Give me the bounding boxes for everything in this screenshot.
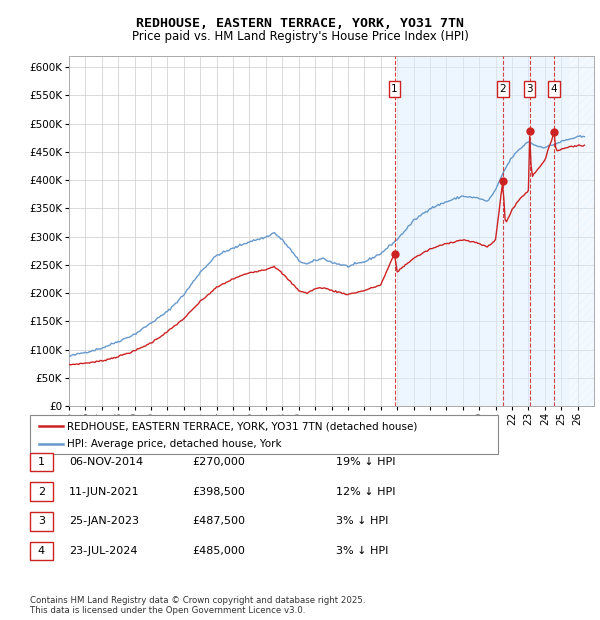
Bar: [397, 56, 569, 406]
Text: £270,000: £270,000: [192, 457, 245, 467]
Text: 4: 4: [551, 84, 557, 94]
Text: 23-JUL-2024: 23-JUL-2024: [69, 546, 137, 556]
Text: £485,000: £485,000: [192, 546, 245, 556]
Text: 3: 3: [526, 84, 533, 94]
Text: 4: 4: [38, 546, 45, 556]
Text: 11-JUN-2021: 11-JUN-2021: [69, 487, 140, 497]
Text: 3% ↓ HPI: 3% ↓ HPI: [336, 546, 388, 556]
Text: 3% ↓ HPI: 3% ↓ HPI: [336, 516, 388, 526]
Bar: [569, 56, 600, 406]
Text: REDHOUSE, EASTERN TERRACE, YORK, YO31 7TN: REDHOUSE, EASTERN TERRACE, YORK, YO31 7T…: [136, 17, 464, 30]
Text: £398,500: £398,500: [192, 487, 245, 497]
Text: Price paid vs. HM Land Registry's House Price Index (HPI): Price paid vs. HM Land Registry's House …: [131, 30, 469, 43]
Text: 2: 2: [38, 487, 45, 497]
Text: 3: 3: [38, 516, 45, 526]
Text: REDHOUSE, EASTERN TERRACE, YORK, YO31 7TN (detached house): REDHOUSE, EASTERN TERRACE, YORK, YO31 7T…: [67, 421, 418, 431]
Text: £487,500: £487,500: [192, 516, 245, 526]
Text: Contains HM Land Registry data © Crown copyright and database right 2025.
This d: Contains HM Land Registry data © Crown c…: [30, 596, 365, 615]
Text: 25-JAN-2023: 25-JAN-2023: [69, 516, 139, 526]
Text: 2: 2: [499, 84, 506, 94]
Text: 19% ↓ HPI: 19% ↓ HPI: [336, 457, 395, 467]
Text: 1: 1: [38, 457, 45, 467]
Text: 12% ↓ HPI: 12% ↓ HPI: [336, 487, 395, 497]
Text: 06-NOV-2014: 06-NOV-2014: [69, 457, 143, 467]
Text: 1: 1: [391, 84, 398, 94]
Text: HPI: Average price, detached house, York: HPI: Average price, detached house, York: [67, 439, 282, 450]
